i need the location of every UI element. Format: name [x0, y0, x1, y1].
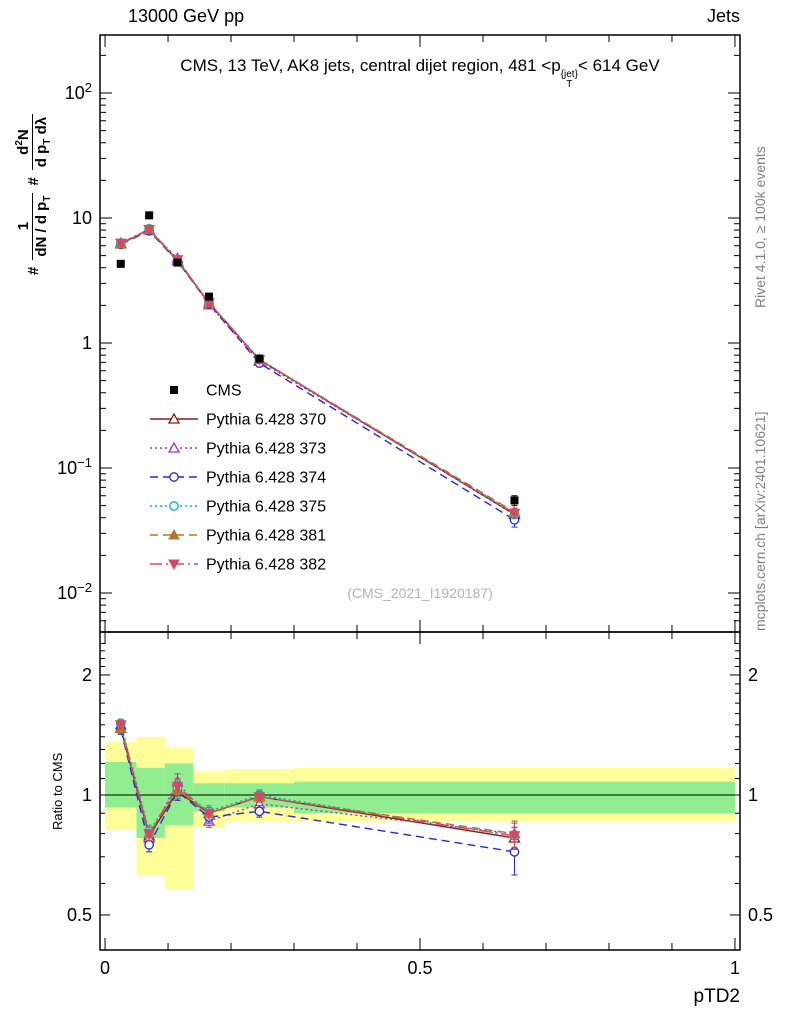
- marker-circle-open: [169, 472, 179, 482]
- ylabel-frac2-num: d2N: [14, 129, 32, 155]
- legend-entry: Pythia 6.428 370: [150, 412, 326, 429]
- ylabel-frac2: d2N d pT dλ: [14, 113, 54, 171]
- ratio-line: [120, 724, 515, 841]
- ratio-line: [120, 724, 515, 837]
- y-axis-label: # 1 dN / d pT # d2N d pT dλ: [14, 113, 54, 275]
- y-tick-label: 10−1: [57, 455, 92, 478]
- marker-triangle-down: [253, 792, 266, 803]
- marker-square: [116, 259, 125, 268]
- x-tick-label: 1: [730, 958, 740, 978]
- marker-square: [510, 496, 519, 505]
- marker-circle-open: [254, 806, 265, 817]
- ratio-axis-label: Ratio to CMS: [50, 752, 65, 830]
- ylabel-frac1-num: 1: [14, 221, 32, 231]
- ylabel-hash1: #: [25, 266, 43, 275]
- marker-triangle-down: [171, 782, 184, 793]
- mcplots-citation-label: mcplots.cern.ch [arXiv:2401.10621]: [752, 411, 768, 631]
- pt-jet-sub: T: [566, 79, 573, 90]
- x-tick-label: 0: [100, 958, 110, 978]
- marker-square: [173, 258, 182, 267]
- marker-triangle-down: [114, 238, 127, 250]
- marker-triangle-down: [508, 508, 521, 520]
- marker-triangle: [168, 528, 180, 540]
- x-tick-label: 0.5: [407, 958, 432, 978]
- ratio-tick-label: 2: [82, 665, 92, 685]
- marker-circle-open: [169, 501, 179, 511]
- legend-entry: Pythia 6.428 374: [150, 470, 326, 487]
- legend-label: Pythia 6.428 370: [206, 412, 326, 429]
- legend-entry: CMS: [170, 383, 242, 400]
- y-tick-label: 10: [72, 208, 92, 228]
- marker-circle-open: [144, 839, 154, 850]
- ylabel-frac1-den: dN / d pT: [31, 192, 54, 260]
- ratio-tick-label: 1: [82, 785, 92, 805]
- marker-triangle-down: [114, 720, 127, 731]
- pt-jet-stack: {jet} T: [561, 70, 578, 90]
- beam-energy-label: 13000 GeV pp: [128, 6, 245, 26]
- ratio-line: [120, 729, 515, 853]
- x-axis-label: pTD2: [693, 986, 740, 1007]
- band-green: [294, 781, 735, 814]
- ratio-tick-label-right: 1: [748, 785, 758, 805]
- marker-square: [145, 211, 154, 220]
- ratio-bands: [105, 736, 735, 890]
- marker-triangle-down: [143, 829, 155, 840]
- legend-label: CMS: [206, 383, 242, 400]
- legend-label: Pythia 6.428 374: [206, 470, 326, 487]
- main-frame: [99, 34, 741, 633]
- y-tick-label: 1: [82, 333, 92, 353]
- marker-triangle-down: [508, 831, 521, 842]
- legend-label: Pythia 6.428 373: [206, 441, 326, 458]
- analysis-id-watermark: (CMS_2021_I1920187): [347, 585, 493, 601]
- marker-square: [170, 386, 178, 394]
- plot-title-text-end: < 614 GeV: [577, 56, 660, 75]
- marker-triangle-down: [203, 808, 215, 820]
- y-tick-label: 102: [65, 80, 92, 103]
- y-tick-label: 10−2: [57, 580, 92, 603]
- ratio-tick-label-right: 0.5: [748, 905, 773, 925]
- pt-jet-sup: {jet}: [560, 69, 578, 80]
- plot-title: CMS, 13 TeV, AK8 jets, central dijet reg…: [100, 56, 740, 90]
- marker-square: [204, 292, 213, 301]
- legend-entry: Pythia 6.428 381: [150, 528, 326, 545]
- ylabel-hash2: #: [25, 177, 43, 186]
- marker-square: [255, 354, 264, 363]
- legend-entry: Pythia 6.428 382: [150, 557, 326, 574]
- legend-label: Pythia 6.428 382: [206, 557, 326, 574]
- ratio-tick-label-right: 2: [748, 665, 758, 685]
- rivet-version-label: Rivet 4.1.0, ≥ 100k events: [752, 146, 768, 308]
- marker-triangle-open: [167, 441, 181, 453]
- legend-label: Pythia 6.428 375: [206, 499, 326, 516]
- legend-entry: Pythia 6.428 373: [150, 441, 326, 458]
- ratio-panel-series: [114, 718, 521, 876]
- legend-entry: Pythia 6.428 375: [150, 499, 326, 516]
- ratio-tick-label: 0.5: [67, 905, 92, 925]
- marker-triangle-down: [143, 224, 155, 236]
- legend: CMS Pythia 6.428 370 Pythia 6.428 373 Pythi…: [150, 383, 326, 574]
- marker-triangle-down: [168, 559, 180, 571]
- analysis-topic-label: Jets: [706, 6, 740, 26]
- marker-triangle-open: [167, 412, 181, 424]
- ylabel-frac1: 1 dN / d pT: [14, 192, 54, 260]
- plot-title-text: CMS, 13 TeV, AK8 jets, central dijet reg…: [180, 56, 561, 75]
- main-panel-series: [114, 211, 521, 528]
- legend-label: Pythia 6.428 381: [206, 528, 326, 545]
- ylabel-frac2-den: d pT dλ: [32, 113, 54, 171]
